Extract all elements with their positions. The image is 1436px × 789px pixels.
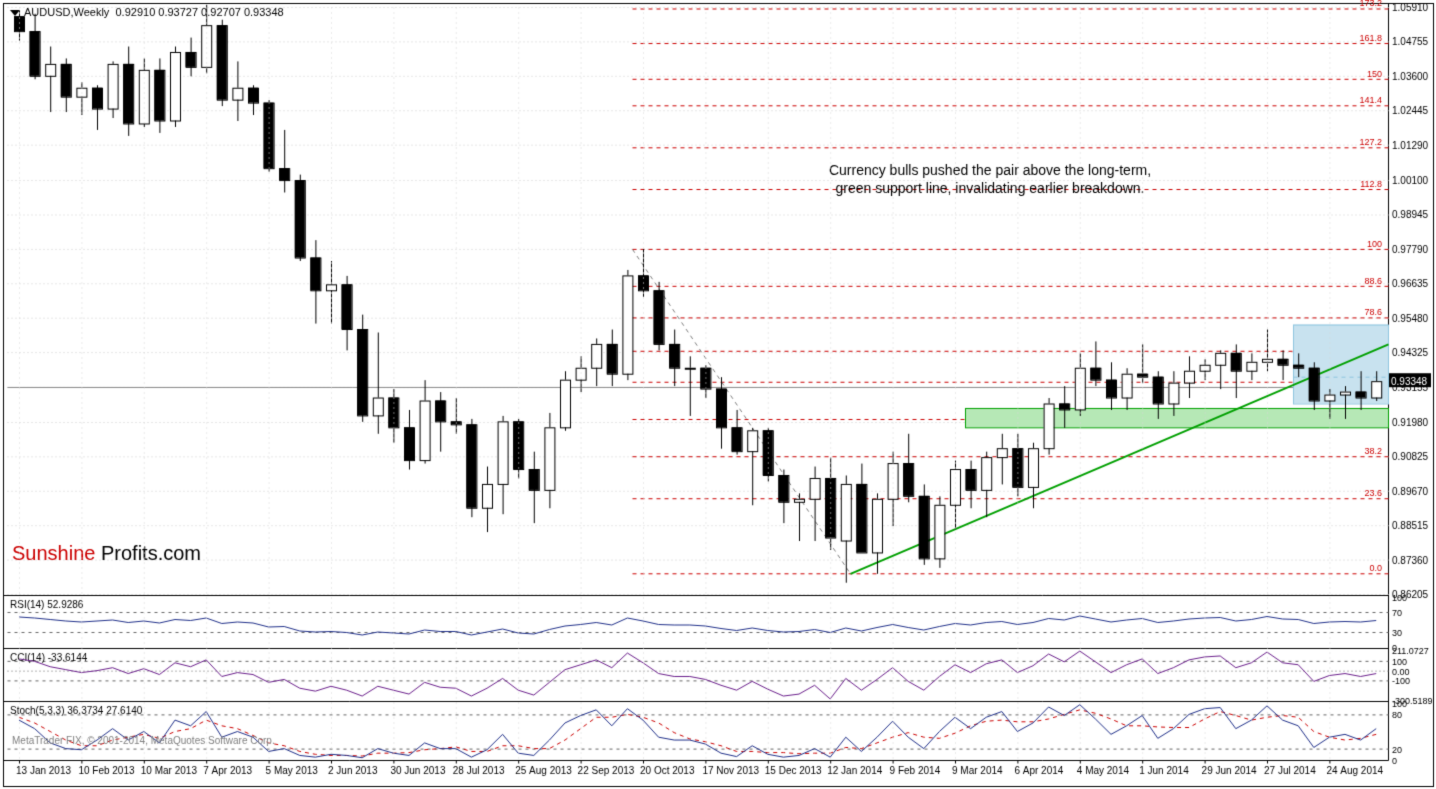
price-chart (0, 0, 1436, 789)
